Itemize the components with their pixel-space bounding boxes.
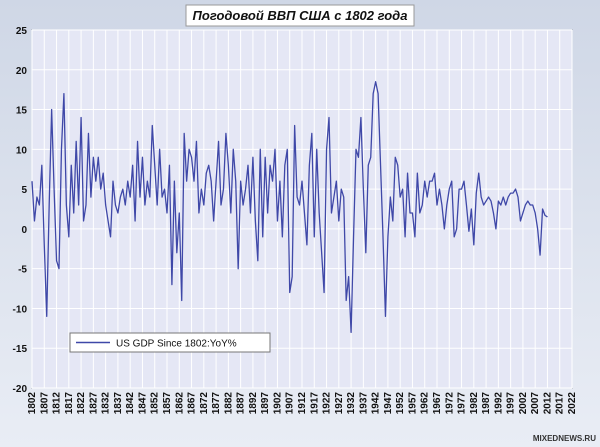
x-tick-label: 1852: [150, 392, 161, 415]
x-tick-label: 2002: [518, 392, 529, 415]
x-tick-label: 1847: [137, 392, 148, 415]
y-tick-label: 15: [16, 106, 28, 117]
x-tick-label: 1812: [52, 392, 63, 415]
x-tick-label: 1977: [457, 392, 468, 415]
x-tick-label: 1817: [64, 392, 75, 415]
x-tick-label: 1907: [285, 392, 296, 415]
x-tick-label: 1927: [334, 392, 345, 415]
x-tick-label: 1837: [113, 392, 124, 415]
x-tick-label: 1972: [444, 392, 455, 415]
x-tick-label: 1897: [260, 392, 271, 415]
chart-title: Погодовой ВВП США с 1802 года: [193, 8, 408, 23]
x-tick-label: 1887: [236, 392, 247, 415]
legend-box: [69, 332, 271, 353]
x-tick-label: 1942: [371, 392, 382, 415]
x-tick-label: 1937: [358, 392, 369, 415]
x-tick-label: 1962: [420, 392, 431, 415]
x-tick-label: 1827: [88, 392, 99, 415]
x-tick-label: 1862: [174, 392, 185, 415]
x-tick-label: 1892: [248, 392, 259, 415]
y-tick-label: -20: [13, 384, 28, 395]
x-tick-label: 1872: [199, 392, 210, 415]
x-tick-label: 1917: [309, 392, 320, 415]
x-tick-label: 1842: [125, 392, 136, 415]
x-tick-label: 2022: [567, 392, 578, 415]
x-tick-label: 1807: [39, 392, 50, 415]
y-tick-label: -15: [13, 344, 28, 355]
x-tick-label: 1877: [211, 392, 222, 415]
x-tick-label: 1922: [322, 392, 333, 415]
y-tick-label: -5: [18, 265, 27, 276]
y-tick-label: 20: [16, 66, 28, 77]
x-tick-label: 1902: [272, 392, 283, 415]
y-tick-label: 5: [21, 185, 27, 196]
x-tick-label: 1802: [27, 392, 38, 415]
x-tick-label: 1857: [162, 392, 173, 415]
y-tick-label: 10: [16, 145, 28, 156]
x-tick-label: 1967: [432, 392, 443, 415]
x-tick-label: 1957: [407, 392, 418, 415]
x-tick-label: 1947: [383, 392, 394, 415]
x-tick-label: 1932: [346, 392, 357, 415]
line: [31, 81, 548, 333]
x-tick-label: 1832: [101, 392, 112, 415]
x-tick-label: 1912: [297, 392, 308, 415]
x-tick-label: 1822: [76, 392, 87, 415]
legend-label: US GDP Since 1802:YoY%: [116, 339, 237, 350]
x-tick-label: 1867: [187, 392, 198, 415]
x-tick-label: 2012: [542, 392, 553, 415]
y-tick-label: -10: [13, 304, 28, 315]
y-tick-label: 0: [21, 225, 27, 236]
x-tick-label: 1952: [395, 392, 406, 415]
watermark: MIXEDNEWS.RU: [533, 434, 596, 443]
x-tick-label: 1987: [481, 392, 492, 415]
title-box: [185, 4, 415, 27]
x-tick-label: 1992: [493, 392, 504, 415]
x-tick-label: 2017: [555, 392, 566, 415]
x-tick-label: 2007: [530, 392, 541, 415]
x-tick-label: 1982: [469, 392, 480, 415]
x-tick-label: 1997: [506, 392, 517, 415]
y-tick-label: 25: [16, 26, 28, 37]
x-tick-label: 1882: [223, 392, 234, 415]
